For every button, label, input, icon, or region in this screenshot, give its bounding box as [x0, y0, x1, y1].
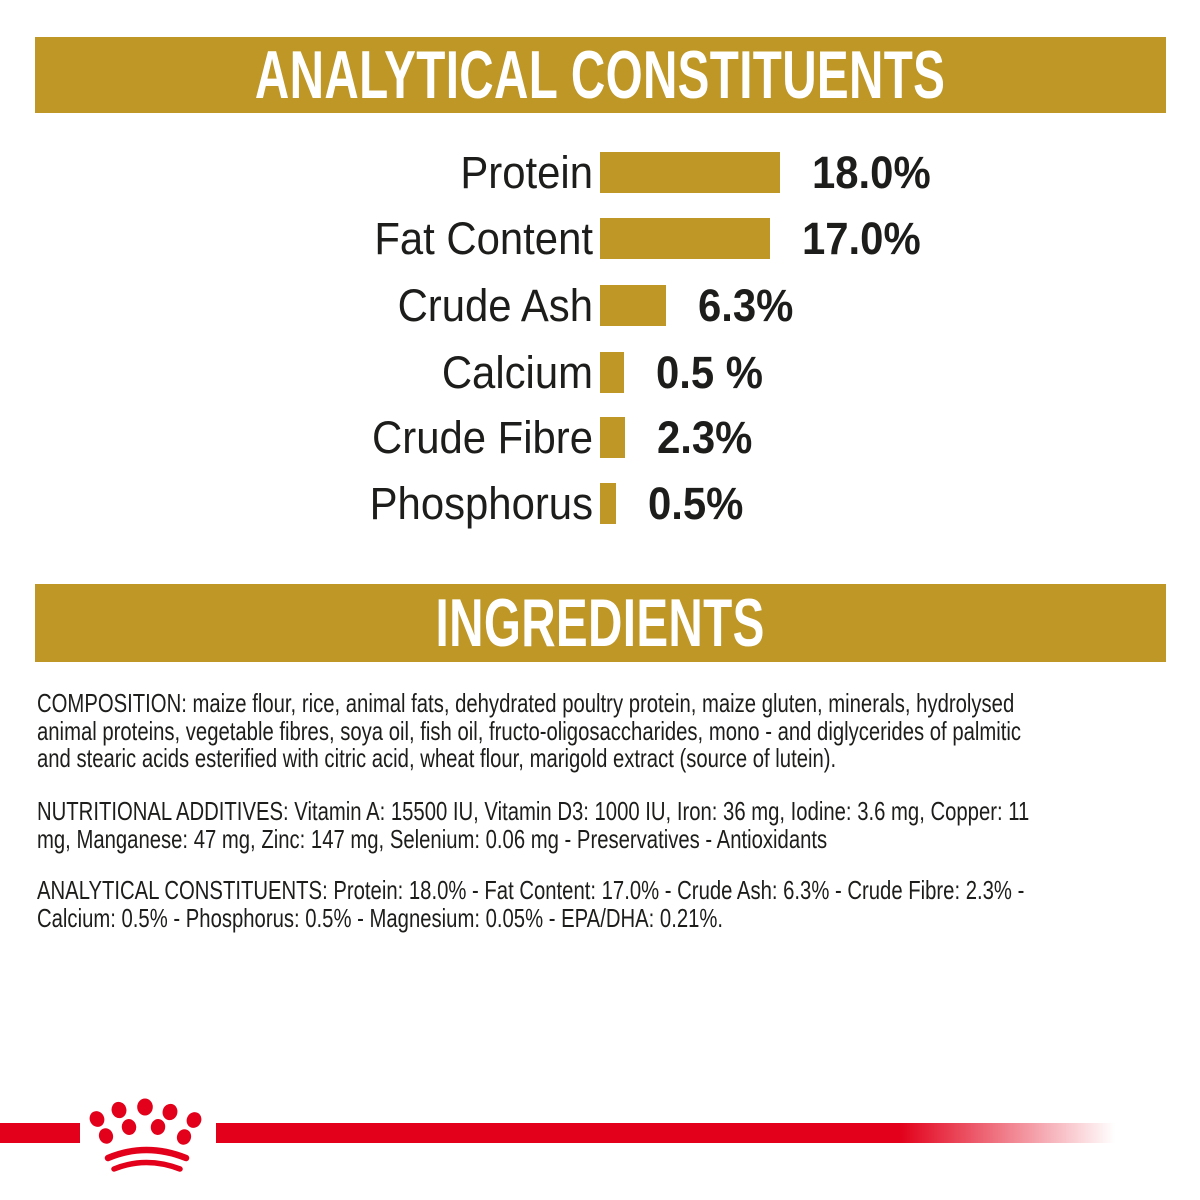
chart-row: Phosphorus 0.5%: [0, 478, 1200, 529]
text-line: and stearic acids esterified with citric…: [37, 743, 837, 773]
analytical-constituents-chart: Protein 18.0% Fat Content 17.0% Crude Ash 6.3…: [0, 0, 1200, 560]
nutritional-additives-paragraph: NUTRITIONAL ADDITIVES: Vitamin A: 15500 …: [37, 796, 1176, 854]
analytical-constituents-paragraph: ANALYTICAL CONSTITUENTS: Protein: 18.0% …: [37, 875, 1176, 933]
text-line: COMPOSITION: maize flour, rice, animal f…: [37, 688, 1015, 718]
analytical-constituents-title: ANALYTICAL CONSTITUENTS: [255, 37, 946, 113]
chart-row: Fat Content 17.0%: [0, 213, 1200, 264]
text-line: mg, Manganese: 47 mg, Zinc: 147 mg, Sele…: [37, 823, 828, 854]
ingredients-banner: INGREDIENTS: [35, 584, 1166, 662]
chart-category-label: Protein: [460, 147, 593, 198]
analytical-constituents-banner: ANALYTICAL CONSTITUENTS: [35, 37, 1166, 113]
chart-category-label: Calcium: [441, 347, 593, 398]
chart-category-label: Phosphorus: [369, 478, 593, 529]
chart-row: Protein 18.0%: [0, 147, 1200, 198]
chart-category-label: Crude Ash: [397, 280, 593, 331]
chart-value-label: 6.3%: [698, 280, 794, 331]
chart-bar: [600, 285, 666, 326]
text-line: NUTRITIONAL ADDITIVES: Vitamin A: 15500 …: [37, 796, 1030, 826]
chart-value-label: 0.5 %: [656, 347, 764, 398]
chart-value-label: 18.0%: [812, 147, 931, 198]
chart-bar: [600, 417, 625, 458]
chart-bar: [600, 483, 616, 524]
footer-stripe-left: [0, 1123, 80, 1143]
chart-bar: [600, 152, 780, 193]
chart-row: Calcium 0.5 %: [0, 347, 1200, 398]
ingredients-title: INGREDIENTS: [435, 585, 766, 661]
text-line: ANALYTICAL CONSTITUENTS: Protein: 18.0% …: [37, 875, 1025, 905]
royal-canin-crown-logo-icon: [89, 1098, 202, 1172]
chart-row: Crude Fibre 2.3%: [0, 412, 1200, 463]
chart-value-label: 0.5%: [648, 478, 744, 529]
chart-bar: [600, 352, 624, 393]
chart-row: Crude Ash 6.3%: [0, 280, 1200, 331]
text-line: animal proteins, vegetable fibres, soya …: [37, 715, 1022, 746]
chart-bar: [600, 218, 770, 259]
text-line: Calcium: 0.5% - Phosphorus: 0.5% - Magne…: [37, 902, 724, 933]
chart-value-label: 2.3%: [657, 412, 753, 463]
composition-paragraph: COMPOSITION: maize flour, rice, animal f…: [37, 688, 1176, 773]
chart-category-label: Fat Content: [374, 213, 593, 264]
footer-stripe-right: [216, 1123, 1115, 1143]
chart-category-label: Crude Fibre: [372, 412, 593, 463]
chart-value-label: 17.0%: [802, 213, 921, 264]
